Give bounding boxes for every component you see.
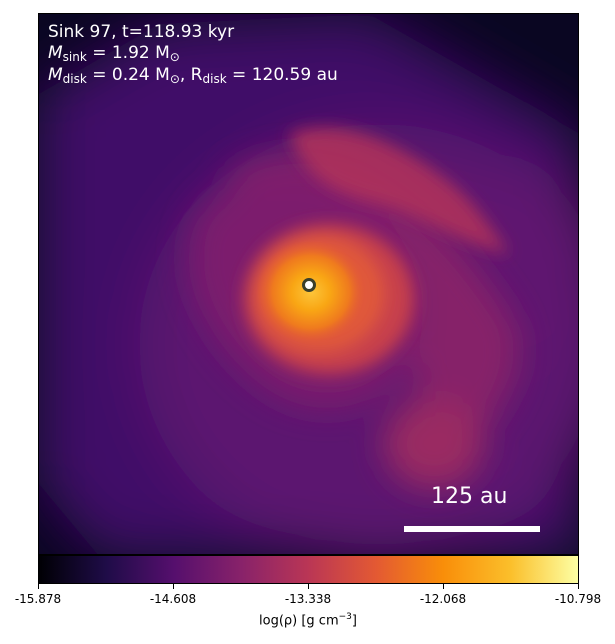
scale-bar <box>404 526 540 532</box>
colorbar-tick-label: -13.338 <box>284 592 332 606</box>
colorbar-label: log(ρ) [g cm−3] <box>259 612 357 629</box>
sink-info-line: Sink 97, t=118.93 kyr <box>48 22 235 42</box>
colorbar-tick-label: -12.068 <box>419 592 467 606</box>
colorbar-tick-label: -10.798 <box>554 592 602 606</box>
colorbar <box>38 555 579 584</box>
colorbar-tick <box>443 584 444 589</box>
density-map <box>39 14 578 554</box>
colorbar-tick <box>38 584 39 589</box>
disk-properties-line: Mdisk = 0.24 M⊙, Rdisk = 120.59 au <box>48 65 338 86</box>
colorbar-tick <box>173 584 174 589</box>
sink-mass-line: Msink = 1.92 M⊙ <box>48 43 180 64</box>
scale-bar-label: 125 au <box>431 484 508 509</box>
density-map-panel: Sink 97, t=118.93 kyr Msink = 1.92 M⊙ Md… <box>38 13 579 555</box>
colorbar-tick <box>308 584 309 589</box>
colorbar-tick-label: -14.608 <box>149 592 197 606</box>
colorbar-tick-label: -15.878 <box>14 592 62 606</box>
colorbar-tick <box>578 584 579 589</box>
sink-marker <box>302 278 316 292</box>
